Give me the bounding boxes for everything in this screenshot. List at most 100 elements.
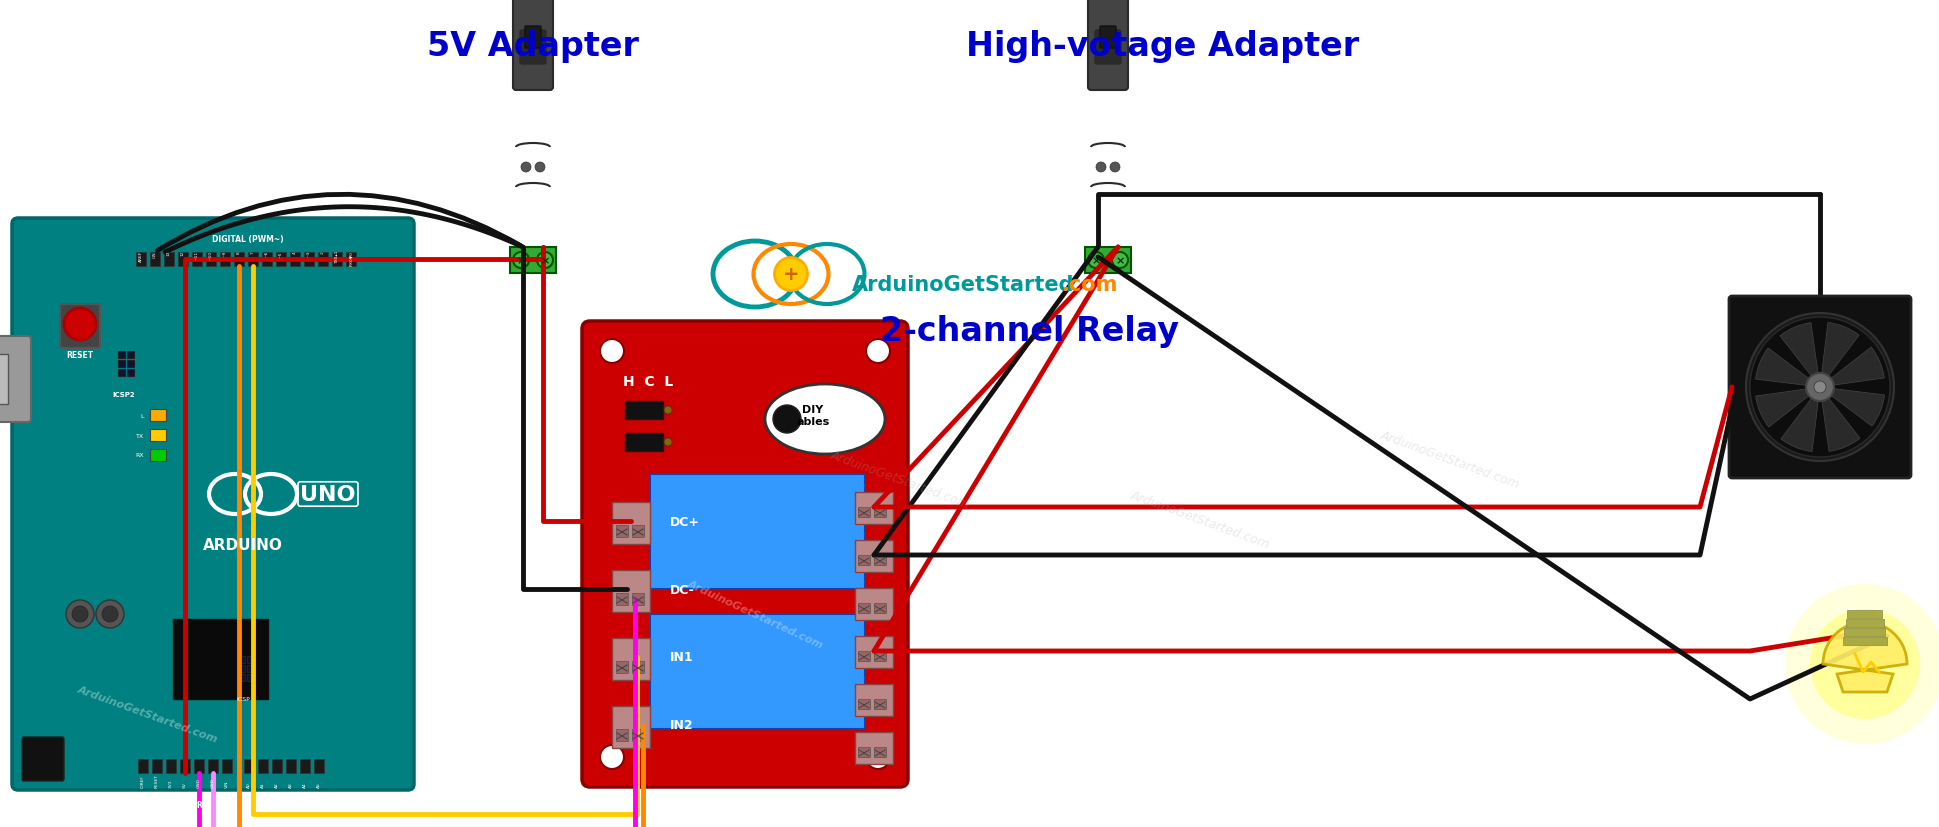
Text: A5: A5: [316, 782, 322, 787]
Circle shape: [103, 606, 118, 622]
Wedge shape: [1755, 388, 1821, 428]
Circle shape: [1751, 318, 1891, 457]
Bar: [126, 361, 134, 367]
Text: ARDUINO: ARDUINO: [204, 537, 283, 552]
Bar: [221, 759, 233, 773]
Bar: [855, 588, 894, 620]
Bar: [874, 699, 886, 709]
Text: AREF: AREF: [140, 251, 143, 262]
Text: 4: 4: [293, 251, 297, 253]
Bar: [149, 409, 167, 422]
Bar: [194, 759, 204, 773]
Bar: [613, 638, 650, 680]
Bar: [874, 508, 886, 518]
Bar: [617, 593, 628, 605]
Bar: [138, 759, 147, 773]
Circle shape: [599, 745, 624, 769]
Text: 7: 7: [250, 251, 256, 253]
Circle shape: [663, 407, 673, 414]
Circle shape: [774, 405, 801, 433]
Bar: [235, 253, 244, 266]
Bar: [275, 253, 285, 266]
Text: 2-channel Relay: 2-channel Relay: [880, 314, 1179, 347]
Bar: [632, 525, 644, 538]
FancyBboxPatch shape: [525, 27, 541, 49]
Circle shape: [1111, 253, 1128, 269]
Bar: [855, 540, 894, 572]
Bar: [510, 248, 556, 274]
Text: ArduinoGetStarted: ArduinoGetStarted: [851, 275, 1074, 294]
Bar: [874, 603, 886, 614]
FancyBboxPatch shape: [21, 737, 64, 781]
Circle shape: [1745, 313, 1894, 461]
Circle shape: [66, 600, 93, 629]
Bar: [246, 665, 254, 672]
Bar: [248, 253, 258, 266]
FancyBboxPatch shape: [514, 0, 553, 91]
Bar: [118, 370, 124, 376]
Text: TX: TX: [136, 433, 143, 438]
Bar: [244, 759, 254, 773]
Text: IN2: IN2: [671, 719, 694, 732]
Text: UNO: UNO: [301, 485, 355, 504]
Ellipse shape: [766, 385, 884, 455]
Text: ~10: ~10: [209, 251, 213, 260]
Bar: [165, 253, 175, 266]
Text: ~9: ~9: [223, 251, 227, 257]
Text: ICSP2: ICSP2: [112, 391, 136, 398]
Text: H  C  L: H C L: [622, 375, 673, 389]
Circle shape: [514, 253, 529, 269]
Text: A1: A1: [262, 782, 266, 787]
Wedge shape: [1780, 323, 1821, 388]
Circle shape: [522, 163, 531, 173]
Bar: [238, 674, 244, 681]
Bar: [238, 656, 244, 663]
Text: 5V Adapter: 5V Adapter: [427, 30, 640, 63]
Text: ArduinoGetStarted.com: ArduinoGetStarted.com: [828, 448, 971, 510]
Bar: [1842, 638, 1887, 645]
Bar: [857, 699, 871, 709]
Bar: [857, 651, 871, 662]
Text: GND: GND: [198, 777, 202, 787]
Bar: [151, 759, 163, 773]
Bar: [632, 593, 644, 605]
Text: GND: GND: [211, 777, 215, 787]
Bar: [857, 747, 871, 757]
Circle shape: [1786, 585, 1939, 744]
Circle shape: [1109, 163, 1121, 173]
Text: ~3: ~3: [306, 251, 310, 257]
Text: ×: ×: [541, 256, 549, 265]
Bar: [301, 759, 310, 773]
Bar: [180, 759, 190, 773]
FancyBboxPatch shape: [12, 218, 415, 790]
Bar: [304, 253, 314, 266]
FancyBboxPatch shape: [520, 31, 547, 65]
Text: IN1: IN1: [671, 651, 694, 664]
Bar: [178, 253, 188, 266]
Bar: [855, 636, 894, 668]
Text: 3V3: 3V3: [169, 778, 173, 787]
Bar: [118, 351, 124, 359]
Bar: [855, 732, 894, 764]
Bar: [1846, 619, 1885, 627]
Text: 2: 2: [322, 251, 326, 253]
Bar: [126, 370, 134, 376]
Text: ArduinoGetStarted.com: ArduinoGetStarted.com: [686, 578, 824, 650]
Text: 5V: 5V: [182, 782, 186, 787]
Bar: [874, 555, 886, 566]
Circle shape: [535, 163, 545, 173]
Bar: [136, 253, 145, 266]
FancyBboxPatch shape: [1096, 31, 1121, 65]
Bar: [855, 492, 894, 524]
Bar: [238, 665, 244, 672]
Circle shape: [537, 253, 553, 269]
Text: ArduinoGetStarted.com: ArduinoGetStarted.com: [1379, 428, 1522, 490]
Bar: [118, 361, 124, 367]
Text: +: +: [783, 265, 799, 284]
Text: L: L: [140, 413, 143, 418]
Circle shape: [1815, 381, 1827, 394]
Bar: [857, 555, 871, 566]
Text: High-votage Adapter: High-votage Adapter: [966, 30, 1359, 63]
Bar: [149, 449, 167, 461]
Text: VIN: VIN: [225, 780, 229, 787]
